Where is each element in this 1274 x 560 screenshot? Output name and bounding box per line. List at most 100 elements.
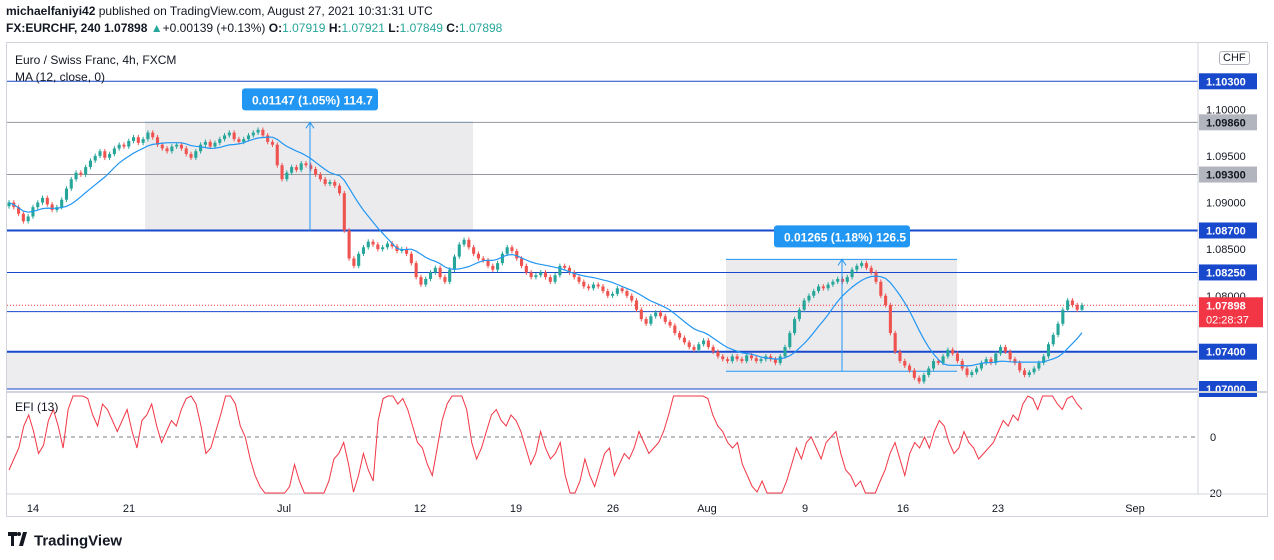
candle-body <box>1027 372 1031 376</box>
publish-info: published on TradingView.com, August 27,… <box>95 4 433 18</box>
x-tick-2: Jul <box>277 503 291 515</box>
low-label: L: <box>388 21 400 35</box>
candle-body <box>654 312 658 317</box>
candle-body <box>328 182 332 184</box>
candle-body <box>175 144 179 147</box>
candle-body <box>783 347 787 357</box>
candle-body <box>989 359 993 363</box>
candle-body <box>812 291 816 296</box>
candle-body <box>702 340 706 345</box>
candle-body <box>682 337 686 343</box>
candle-body <box>658 312 663 317</box>
candle-body <box>151 132 155 138</box>
price-tick-1: 1.09500 <box>1206 151 1246 163</box>
candle-body <box>769 356 773 360</box>
last-value: 1.07898 <box>104 21 148 35</box>
efi-zero-label: 0 <box>1210 432 1216 444</box>
support-zone <box>7 351 1198 389</box>
candle-body <box>917 377 921 382</box>
candle-body <box>869 267 873 273</box>
level-label-3: 1.08700 <box>1206 225 1246 237</box>
candle-body <box>337 185 342 194</box>
candle-body <box>845 277 849 282</box>
candle-body <box>462 239 466 245</box>
x-tick-10: Sep <box>1125 503 1145 515</box>
candle-body <box>591 284 595 289</box>
candle-body <box>634 300 639 310</box>
author-name[interactable]: michaelfaniyi42 <box>6 4 96 18</box>
candle-body <box>630 295 634 301</box>
candle-body <box>88 160 92 168</box>
high-value: 1.07921 <box>341 21 385 35</box>
candle-body <box>903 361 907 366</box>
candle-body <box>165 148 169 152</box>
candle-body <box>237 139 241 142</box>
candle-body <box>663 316 667 322</box>
countdown-label: 02:28:37 <box>1206 314 1249 326</box>
measure-2-label: 0.01265 (1.18%) 126.5 <box>784 230 906 244</box>
candle-body <box>927 368 931 376</box>
candle-body <box>242 139 246 142</box>
candle-body <box>131 137 136 141</box>
candle-body <box>371 241 375 245</box>
candle-body <box>452 256 457 270</box>
candle-body <box>36 202 40 208</box>
level-label-6: 1.07400 <box>1206 347 1246 359</box>
measure-1-label-bg <box>242 88 378 111</box>
candle-body <box>472 247 476 254</box>
candle-body <box>745 355 749 362</box>
candle-body <box>687 342 691 348</box>
price-tick-3: 1.08500 <box>1206 244 1246 256</box>
candle-body <box>208 141 212 147</box>
measure-1-arrowhead <box>305 121 315 129</box>
candle-body <box>979 362 983 369</box>
efi-legend[interactable]: EFI (13) <box>15 400 59 414</box>
level-tag-4 <box>1199 264 1257 281</box>
candle-body <box>84 167 88 175</box>
candle-body <box>587 286 591 289</box>
chart-header: michaelfaniyi42 published on TradingView… <box>6 3 502 37</box>
current-price-tag <box>1199 297 1263 328</box>
candle-body <box>908 365 912 371</box>
candle-body <box>299 163 303 170</box>
candle-body <box>136 137 140 143</box>
candle-body <box>256 129 260 133</box>
candle-body <box>524 265 528 273</box>
level-label-4: 1.08250 <box>1206 267 1246 279</box>
level-label-2: 1.09300 <box>1206 170 1246 182</box>
candle-body <box>826 284 830 289</box>
candle-body <box>213 142 217 147</box>
candle-body <box>261 129 265 136</box>
candle-body <box>414 263 418 278</box>
candle-body <box>816 286 821 292</box>
candle-body <box>730 356 734 362</box>
candle-body <box>280 165 284 180</box>
candle-body <box>304 163 308 166</box>
candle-body <box>692 347 696 350</box>
candle-body <box>773 359 777 363</box>
candle-body <box>941 356 945 363</box>
candle-body <box>678 333 682 338</box>
instrument-legend[interactable]: Euro / Swiss Franc, 4h, FXCM <box>15 53 177 67</box>
candle-body <box>285 172 289 180</box>
candle-body <box>419 277 423 285</box>
candle-body <box>223 135 227 140</box>
open-label: O: <box>268 21 283 35</box>
candle-body <box>467 239 471 248</box>
candle-body <box>788 333 792 348</box>
level-label-1: 1.09860 <box>1206 117 1246 129</box>
candle-body <box>572 272 576 278</box>
change-value: +0.00139 (+0.13%) <box>162 21 266 35</box>
candle-body <box>611 293 615 296</box>
candle-body <box>994 353 998 363</box>
ma-legend[interactable]: MA (12, close, 0) <box>15 70 106 84</box>
publish-line: michaelfaniyi42 published on TradingView… <box>6 3 502 20</box>
currency-badge[interactable]: CHF <box>1219 51 1250 65</box>
candle-body <box>481 258 485 261</box>
candle-body <box>970 372 974 376</box>
candle-body <box>793 319 797 334</box>
candle-body <box>802 300 806 310</box>
candle-body <box>405 249 409 254</box>
candle-body <box>1042 356 1046 363</box>
